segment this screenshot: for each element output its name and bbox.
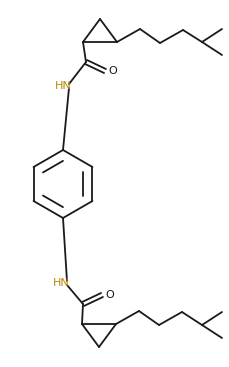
Text: HN: HN xyxy=(53,278,69,288)
Text: O: O xyxy=(105,290,113,300)
Text: O: O xyxy=(108,66,116,76)
Text: HN: HN xyxy=(55,81,71,91)
